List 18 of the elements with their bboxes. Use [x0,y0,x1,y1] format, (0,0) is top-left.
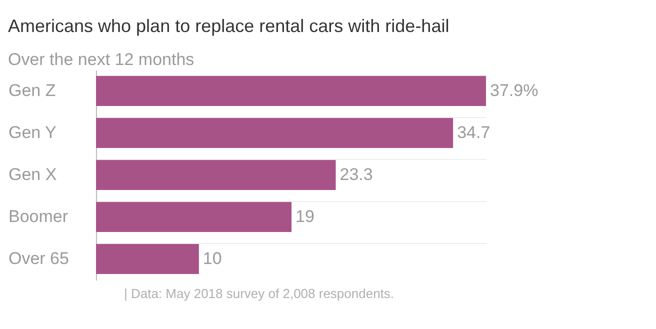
chart-title: Americans who plan to replace rental cars with ride-hail [8,16,450,36]
y-tick-label: Gen X [8,165,57,184]
data-label: 10 [202,249,222,268]
y-tick-label: Gen Z [8,81,56,100]
chart-subtitle: Over the next 12 months [8,50,194,69]
y-tick-label: Gen Y [8,123,56,142]
data-label: 19 [296,207,314,226]
bar [96,244,199,274]
bar [96,76,486,106]
data-label: 34.7 [457,123,490,142]
y-tick-label: Over 65 [8,249,69,268]
data-label: 37.9% [490,81,538,100]
bar [96,202,292,232]
bar [96,118,454,148]
y-tick-label: Boomer [8,207,68,226]
text: | Data: May 2018 survey of 2,008 respondents. [124,286,394,301]
data-label: 23.3 [340,165,373,184]
bar [96,160,336,190]
